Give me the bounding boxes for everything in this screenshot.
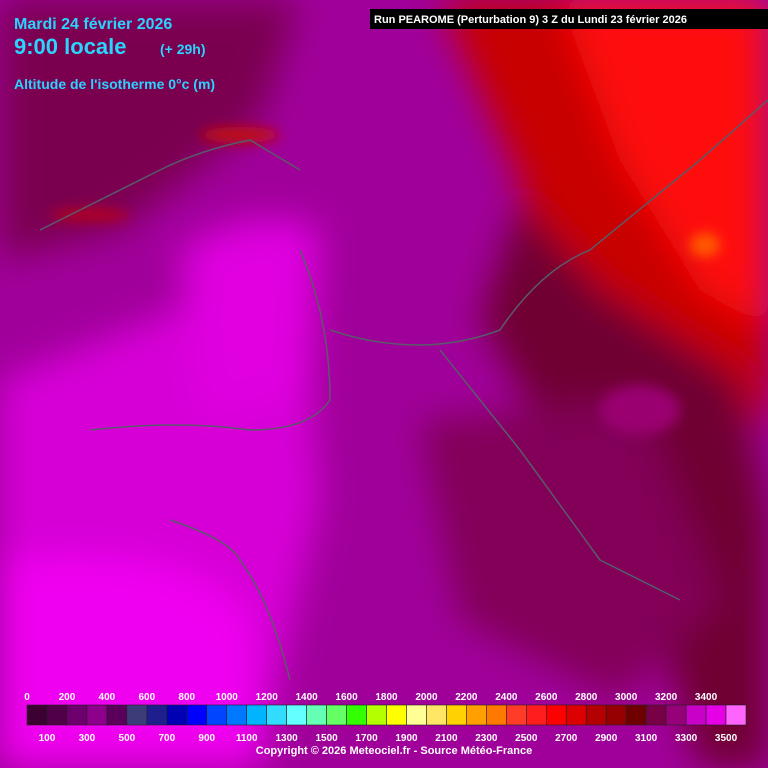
legend-label: 3500 xyxy=(715,733,738,744)
lead-time: (+ 29h) xyxy=(160,41,206,57)
legend-swatch xyxy=(466,704,487,726)
legend-swatch xyxy=(426,704,447,726)
legend-swatch xyxy=(585,704,607,726)
legend-swatch xyxy=(206,704,228,726)
legend-label: 1900 xyxy=(395,733,418,744)
legend-label: 2800 xyxy=(575,692,598,703)
legend-label: 2200 xyxy=(455,692,478,703)
legend-label: 300 xyxy=(79,733,96,744)
legend-swatch xyxy=(66,704,88,726)
legend-swatch xyxy=(46,704,68,726)
legend-swatch xyxy=(286,704,307,726)
legend-swatch xyxy=(146,704,168,726)
legend-swatch xyxy=(506,704,527,726)
legend-label: 1600 xyxy=(335,692,358,703)
legend-label: 1000 xyxy=(216,692,239,703)
legend-swatch xyxy=(246,704,267,726)
legend-label: 1400 xyxy=(295,692,318,703)
legend-label: 0 xyxy=(24,692,30,703)
legend-swatch xyxy=(266,704,287,726)
legend-swatch xyxy=(605,704,627,726)
legend-swatch xyxy=(326,704,347,726)
legend-swatch xyxy=(446,704,467,726)
legend-label: 3200 xyxy=(655,692,678,703)
legend-swatch xyxy=(645,704,667,726)
legend-swatch xyxy=(725,704,747,726)
coastlines xyxy=(39,99,768,681)
legend-label: 100 xyxy=(39,733,56,744)
run-banner xyxy=(370,9,768,29)
legend-swatch xyxy=(86,704,108,726)
legend-label: 2400 xyxy=(495,692,518,703)
time: 9:00 locale xyxy=(14,34,127,59)
legend-label: 1700 xyxy=(355,733,378,744)
legend-label: 800 xyxy=(178,692,195,703)
legend-swatch xyxy=(486,704,507,726)
legend-swatch xyxy=(625,704,647,726)
legend-label: 2000 xyxy=(415,692,438,703)
legend-swatch xyxy=(545,704,567,726)
legend-label: 700 xyxy=(158,733,175,744)
legend-label: 1100 xyxy=(236,733,258,744)
legend-label: 2100 xyxy=(435,733,458,744)
legend-label: 1500 xyxy=(315,733,338,744)
legend-label: 900 xyxy=(198,733,215,744)
legend-label: 500 xyxy=(119,733,136,744)
legend-swatch xyxy=(526,704,547,726)
legend-label: 2900 xyxy=(595,733,618,744)
legend-label: 1200 xyxy=(256,692,279,703)
legend-swatch xyxy=(126,704,148,726)
legend-label: 3000 xyxy=(615,692,638,703)
copyright: Copyright © 2026 Meteociel.fr - Source M… xyxy=(256,745,532,757)
legend-label: 3400 xyxy=(695,692,718,703)
legend-label: 600 xyxy=(138,692,155,703)
legend-label: 2300 xyxy=(475,733,498,744)
legend-swatch xyxy=(306,704,327,726)
legend-swatch xyxy=(106,704,128,726)
run-label: Run PEAROME (Perturbation 9) 3 Z du Lund… xyxy=(374,14,687,26)
legend-label: 1300 xyxy=(276,733,299,744)
legend-swatch xyxy=(346,704,367,726)
legend-label: 3300 xyxy=(675,733,698,744)
legend-swatch xyxy=(186,704,208,726)
legend-swatch xyxy=(565,704,587,726)
legend-swatch xyxy=(26,704,48,726)
legend: 0 100 200 300 400 500 600 700 800 900 1000 1100 1200… xyxy=(24,692,747,744)
legend-swatch xyxy=(166,704,188,726)
legend-label: 2700 xyxy=(555,733,578,744)
legend-label: 200 xyxy=(59,692,76,703)
legend-swatch xyxy=(366,704,387,726)
legend-swatch xyxy=(705,704,727,726)
legend-label: 3100 xyxy=(635,733,658,744)
legend-swatch xyxy=(665,704,687,726)
field-detail xyxy=(50,127,720,435)
parameter: Altitude de l'isotherme 0°c (m) xyxy=(14,76,215,92)
legend-label: 2600 xyxy=(535,692,558,703)
legend-label: 400 xyxy=(99,692,116,703)
legend-label: 2500 xyxy=(515,733,538,744)
legend-swatch xyxy=(406,704,427,726)
date: Mardi 24 février 2026 xyxy=(14,16,172,33)
legend-swatch xyxy=(685,704,707,726)
legend-swatch xyxy=(226,704,247,726)
legend-label: 1800 xyxy=(375,692,398,703)
legend-swatch xyxy=(386,704,407,726)
